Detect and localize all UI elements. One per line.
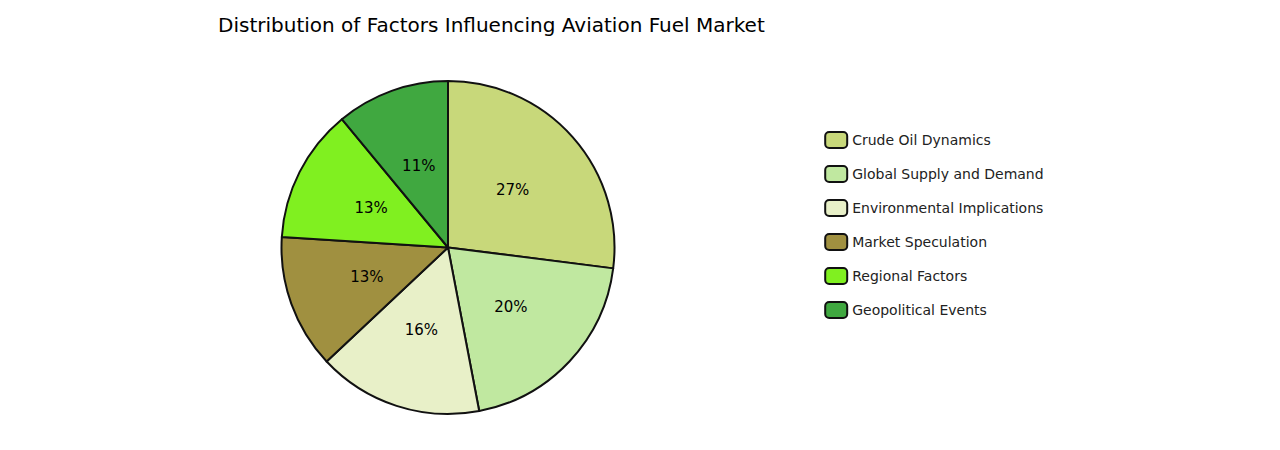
svg-text:Crude Oil Dynamics: Crude Oil Dynamics	[852, 132, 991, 148]
svg-text:13%: 13%	[354, 199, 387, 217]
svg-text:16%: 16%	[405, 321, 438, 339]
svg-text:27%: 27%	[496, 181, 529, 199]
svg-text:Environmental Implications: Environmental Implications	[852, 200, 1043, 216]
svg-text:Geopolitical Events: Geopolitical Events	[852, 302, 987, 318]
svg-text:Market Speculation: Market Speculation	[852, 234, 987, 250]
svg-text:Distribution of Factors Influe: Distribution of Factors Influencing Avia…	[218, 13, 765, 37]
svg-text:Global Supply and Demand: Global Supply and Demand	[852, 166, 1043, 182]
svg-text:Regional Factors: Regional Factors	[852, 268, 967, 284]
svg-text:13%: 13%	[350, 268, 383, 286]
svg-text:11%: 11%	[402, 157, 435, 175]
svg-text:20%: 20%	[494, 298, 527, 316]
